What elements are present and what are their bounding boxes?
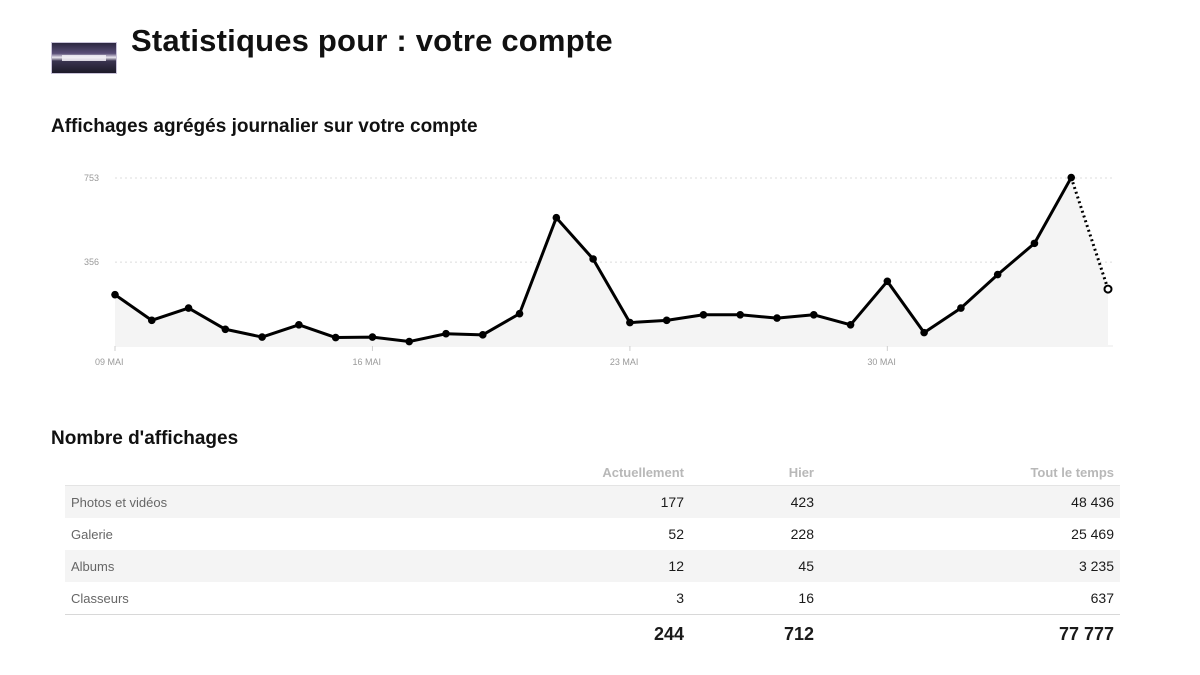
data-point [147, 316, 156, 325]
row-label: Albums [65, 550, 505, 582]
data-point [368, 333, 377, 341]
cell-yesterday: 45 [690, 550, 820, 582]
data-point [773, 314, 781, 322]
x-tick-label: 09 MAI [95, 357, 124, 367]
data-point [846, 321, 855, 329]
y-tick-label: 753 [84, 173, 99, 183]
data-point [809, 310, 818, 319]
x-tick-label: 30 MAI [867, 357, 896, 367]
page-title: Statistiques pour : votre compte [131, 23, 613, 58]
cell-yesterday: 228 [790, 526, 814, 542]
table-row: Classeurs 3 16 637 [65, 582, 1120, 615]
chart-section-title: Affichages agrégés journalier sur votre … [51, 116, 478, 137]
data-point [405, 337, 414, 346]
data-point [552, 213, 561, 222]
data-point [957, 304, 965, 312]
x-tick-label: 16 MAI [352, 357, 381, 367]
data-point [699, 310, 708, 319]
table-row: Photos et vidéos 177 423 48 436 [65, 485, 1120, 518]
data-point [662, 316, 671, 325]
data-point [221, 325, 230, 334]
cell-current: 52 [668, 526, 684, 542]
data-point [295, 321, 303, 329]
data-point [331, 333, 340, 342]
data-point [993, 270, 1002, 279]
daily-views-chart: 753 356 09 MAI 16 MAI 23 MAI 30 MAI [72, 160, 1132, 375]
x-tick-label: 23 MAI [610, 357, 639, 367]
data-point [184, 304, 193, 312]
totals-row: 244 712 77 777 [65, 614, 1120, 653]
cell-all-time: 637 [1090, 590, 1114, 606]
views-table: Actuellement Hier Tout le temps Photos e… [65, 460, 1120, 653]
data-point [736, 310, 745, 319]
table-header-row: Actuellement Hier Tout le temps [65, 460, 1120, 486]
totals-label [65, 614, 505, 653]
data-point [920, 328, 928, 337]
header-yesterday[interactable]: Hier [788, 465, 814, 480]
row-label: Classeurs [71, 590, 129, 606]
header-current[interactable]: Actuellement [602, 465, 684, 480]
row-label: Galerie [71, 526, 113, 542]
row-label: Photos et vidéos [65, 485, 505, 518]
total-yesterday: 712 [690, 614, 820, 653]
data-point [478, 331, 487, 339]
cell-yesterday: 423 [690, 485, 820, 518]
cell-current: 12 [505, 550, 690, 582]
data-point [883, 277, 892, 286]
y-tick-label: 356 [84, 257, 99, 267]
cell-current: 177 [505, 485, 690, 518]
cell-current: 3 [676, 590, 684, 606]
table-row: Galerie 52 228 25 469 [65, 518, 1120, 550]
account-avatar[interactable] [51, 42, 117, 74]
data-point [515, 309, 524, 318]
total-all-time: 77 777 [820, 614, 1120, 653]
data-point [258, 333, 266, 341]
data-point [1030, 239, 1039, 248]
header-empty [65, 460, 505, 486]
table-row: Albums 12 45 3 235 [65, 550, 1120, 582]
data-point [589, 255, 597, 263]
cell-all-time: 25 469 [1071, 526, 1114, 542]
data-point [442, 329, 450, 338]
cell-all-time: 48 436 [820, 485, 1120, 518]
total-current: 244 [505, 614, 690, 653]
data-point [111, 290, 119, 299]
header-all-time[interactable]: Tout le temps [1030, 465, 1114, 480]
data-point [1067, 173, 1076, 182]
cell-all-time: 3 235 [820, 550, 1120, 582]
line-chart: 753 356 09 MAI 16 MAI 23 MAI 30 MAI [84, 173, 1113, 367]
table-section-title: Nombre d'affichages [51, 428, 239, 449]
cell-yesterday: 16 [798, 590, 814, 606]
projected-point [1103, 284, 1113, 294]
area-fill [115, 177, 1108, 346]
data-point [626, 318, 634, 327]
